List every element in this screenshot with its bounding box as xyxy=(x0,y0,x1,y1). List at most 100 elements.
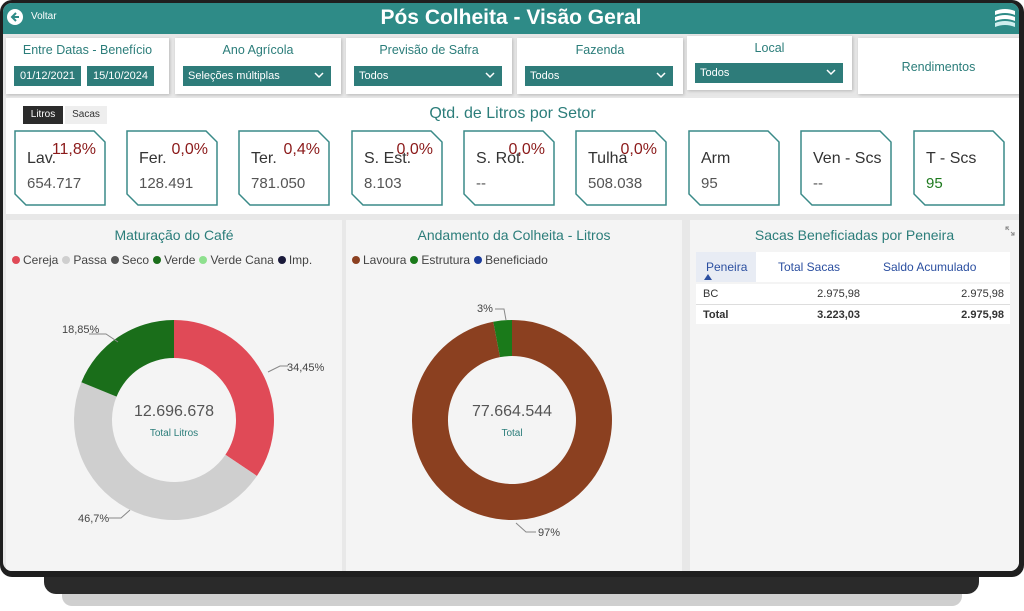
sort-ascending-icon xyxy=(704,274,712,280)
kpi-percent: 0,4% xyxy=(283,141,320,158)
legend-item[interactable]: Estrutura xyxy=(410,253,470,267)
kpi-card[interactable]: Tulha 0,0% 508.038 xyxy=(575,130,667,206)
ano-agricola-select[interactable]: Seleções múltiplas xyxy=(183,66,331,86)
end-date-input[interactable]: 15/10/2024 xyxy=(87,66,154,86)
kpi-card[interactable]: Ven - Scs -- xyxy=(800,130,892,206)
leader-line-cereja xyxy=(267,365,288,373)
donut-slice-lavoura[interactable] xyxy=(411,320,612,520)
cell-total-sacas: 3.223,03 xyxy=(817,309,860,321)
kpi-card[interactable]: T - Scs 95 xyxy=(913,130,1005,206)
chevron-down-icon xyxy=(485,72,495,79)
donut-slice-verde[interactable] xyxy=(81,320,174,397)
rendimentos-button[interactable]: Rendimentos xyxy=(858,38,1019,94)
leader-line-passa xyxy=(109,509,131,519)
table-row[interactable]: BC 2.975,98 2.975,98 xyxy=(696,284,1010,304)
label-estrutura: 3% xyxy=(477,303,493,315)
leader-line-lavoura xyxy=(515,522,536,533)
legend-dot-icon xyxy=(110,256,119,264)
legend-label: Lavoura xyxy=(363,253,407,267)
legend-label: Passa xyxy=(73,253,107,267)
fazenda-select[interactable]: Todos xyxy=(525,66,673,86)
legend-dot-icon xyxy=(12,256,20,264)
column-header-peneira[interactable]: Peneira xyxy=(706,260,748,274)
kpi-card[interactable]: S. Est. 0,0% 8.103 xyxy=(351,130,443,206)
maturacao-total-value: 12.696.678 xyxy=(133,403,215,420)
legend-dot-icon xyxy=(153,256,162,264)
column-header-saldo-acumulado[interactable]: Saldo Acumulado xyxy=(883,260,977,274)
filter-label: Previsão de Safra xyxy=(379,43,479,57)
legend-dot-icon xyxy=(410,256,419,264)
kpi-card-border xyxy=(351,130,443,206)
kpi-card-border xyxy=(575,130,667,206)
table-header: Peneira Total Sacas Saldo Acumulado xyxy=(696,252,1010,282)
cell-peneira: BC xyxy=(703,288,719,300)
maturacao-donut xyxy=(73,320,288,521)
kpi-card[interactable]: Ter. 0,4% 781.050 xyxy=(238,130,330,206)
legend-item[interactable]: Cereja xyxy=(12,253,58,267)
kpi-value: 508.038 xyxy=(588,175,643,192)
start-date-input[interactable]: 01/12/2021 xyxy=(14,66,81,86)
kpi-name: S. Rot. xyxy=(476,150,525,167)
select-value: Todos xyxy=(700,67,730,79)
toggle-litros[interactable]: Litros xyxy=(23,106,63,124)
andamento-panel: Andamento da Colheita - Litros Lavoura Es… xyxy=(346,220,682,571)
maturacao-title: Maturação do Café xyxy=(114,227,234,243)
chevron-down-icon xyxy=(826,69,836,76)
filter-label: Fazenda xyxy=(575,43,625,57)
label-lavoura: 97% xyxy=(538,527,561,539)
kpi-percent: 0,0% xyxy=(508,141,545,158)
kpi-card[interactable]: Lav. 11,8% 654.717 xyxy=(14,130,106,206)
legend-label: Cereja xyxy=(23,253,59,267)
cell-saldo-acumulado: 2.975,98 xyxy=(961,288,1004,300)
back-button[interactable]: Voltar xyxy=(31,11,57,22)
kpi-card[interactable]: S. Rot. 0,0% -- xyxy=(463,130,555,206)
logo-icon xyxy=(993,7,1017,29)
legend-dot-icon xyxy=(474,256,483,264)
legend-item[interactable]: Lavoura xyxy=(352,253,406,267)
kpi-value: 8.103 xyxy=(364,175,402,192)
legend-item[interactable]: Passa xyxy=(62,253,107,267)
previsao-safra-select[interactable]: Todos xyxy=(354,66,502,86)
chevron-down-icon xyxy=(314,72,324,79)
leader-line-verde xyxy=(89,333,119,343)
filter-label: Ano Agrícola xyxy=(222,43,294,57)
toggle-sacas[interactable]: Sacas xyxy=(65,106,107,124)
kpi-value: 654.717 xyxy=(27,175,82,192)
legend-dot-icon xyxy=(199,256,208,264)
kpi-card[interactable]: Fer. 0,0% 128.491 xyxy=(126,130,218,206)
rendimentos-label: Rendimentos xyxy=(901,60,976,74)
kpi-percent: 0,0% xyxy=(620,141,657,158)
legend-item[interactable]: Imp. xyxy=(277,253,312,267)
kpi-name: Ven - Scs xyxy=(813,150,882,167)
legend-label: Verde Cana xyxy=(210,253,274,267)
kpi-percent: 0,0% xyxy=(171,141,208,158)
monitor-frame: Voltar Pós Colheita - Visão Geral Entre … xyxy=(0,0,1024,577)
label-cereja: 34,45% xyxy=(287,362,325,374)
dashboard-screen: Voltar Pós Colheita - Visão Geral Entre … xyxy=(3,3,1019,571)
column-header-total-sacas[interactable]: Total Sacas xyxy=(778,260,841,274)
legend-item[interactable]: Beneficiado xyxy=(474,253,548,267)
maturacao-total-label: Total Litros xyxy=(149,428,199,439)
donut-slice-passa[interactable] xyxy=(73,382,257,521)
sector-panel: Litros Sacas Qtd. de Litros por Setor La… xyxy=(6,98,1019,214)
kpi-name: Arm xyxy=(701,150,731,167)
donut-slice-cereja[interactable] xyxy=(174,320,274,476)
maturacao-legend: Cereja Passa Seco Verde Verde Cana Imp. xyxy=(12,253,316,267)
legend-item[interactable]: Seco xyxy=(110,253,149,267)
label-verde: 18,85% xyxy=(62,324,100,336)
legend-item[interactable]: Verde xyxy=(153,253,195,267)
local-select[interactable]: Todos xyxy=(695,63,843,83)
kpi-percent: 0,0% xyxy=(396,141,433,158)
legend-item[interactable]: Verde Cana xyxy=(199,253,274,267)
filter-bar: Entre Datas - Benefício 01/12/2021 15/10… xyxy=(3,34,1019,96)
donut-slice-estrutura[interactable] xyxy=(493,320,512,358)
kpi-value: 95 xyxy=(926,175,943,192)
filter-ano-agricola: Ano Agrícola Seleções múltiplas xyxy=(175,38,341,94)
filter-local: Local Todos xyxy=(687,36,852,90)
kpi-card-border xyxy=(463,130,555,206)
back-arrow-icon[interactable] xyxy=(7,9,23,25)
kpi-card[interactable]: Arm 95 xyxy=(688,130,780,206)
andamento-donut xyxy=(411,308,612,533)
expand-icon[interactable] xyxy=(1005,226,1015,236)
filter-label: Entre Datas - Benefício xyxy=(22,43,153,57)
